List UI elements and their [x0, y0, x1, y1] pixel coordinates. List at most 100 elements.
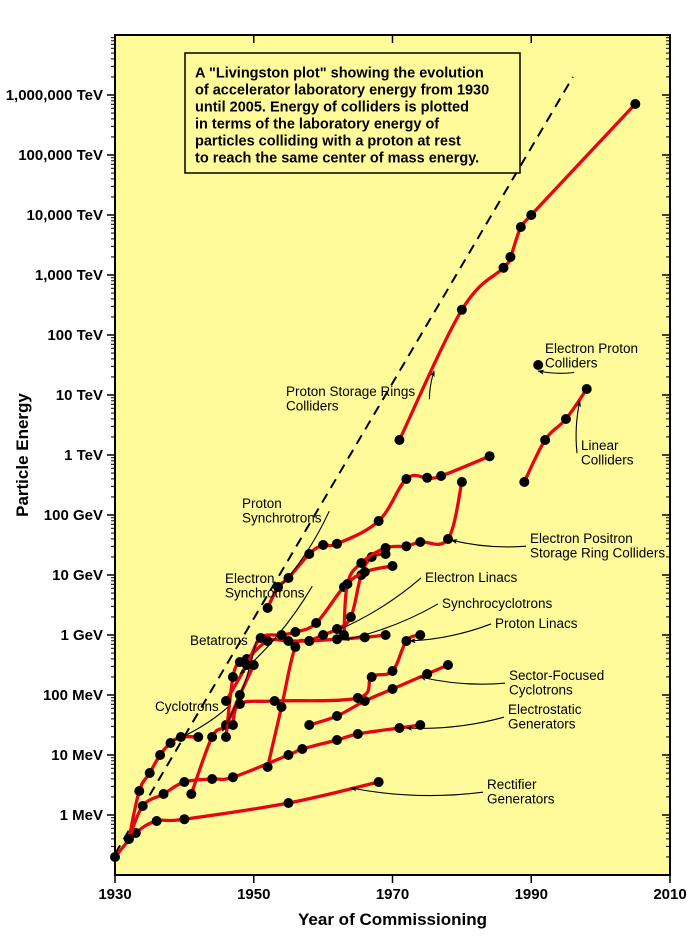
y-tick-label: 100 GeV: [44, 507, 103, 524]
data-point: [485, 451, 495, 461]
data-point: [159, 789, 169, 799]
data-point: [228, 720, 238, 730]
data-point: [499, 263, 509, 273]
data-point: [110, 852, 120, 862]
x-tick-label: 1950: [237, 886, 270, 903]
x-tick-label: 1970: [376, 886, 409, 903]
data-point: [283, 798, 293, 808]
data-point: [318, 540, 328, 550]
data-point: [526, 210, 536, 220]
x-tick-label: 1930: [98, 886, 131, 903]
data-point: [332, 539, 342, 549]
data-point: [360, 567, 370, 577]
data-point: [145, 768, 155, 778]
data-point: [519, 477, 529, 487]
data-point: [166, 738, 176, 748]
y-tick-label: 1 TeV: [64, 447, 103, 464]
data-point: [134, 786, 144, 796]
data-point: [443, 660, 453, 670]
data-point: [179, 777, 189, 787]
annotation-label: Electron Linacs: [425, 570, 518, 585]
y-tick-label: 1,000,000 TeV: [6, 87, 103, 104]
data-point: [374, 777, 384, 787]
data-point: [207, 732, 217, 742]
data-point: [221, 732, 231, 742]
annotation-label: Cyclotrons: [155, 699, 219, 714]
data-point: [332, 711, 342, 721]
data-point: [388, 561, 398, 571]
data-point: [443, 534, 453, 544]
data-point: [304, 720, 314, 730]
data-point: [401, 474, 411, 484]
data-point: [353, 693, 363, 703]
data-point: [374, 516, 384, 526]
x-tick-label: 2010: [653, 886, 686, 903]
data-point: [353, 729, 363, 739]
data-point: [277, 702, 287, 712]
y-tick-label: 1 GeV: [60, 627, 103, 644]
data-point: [401, 541, 411, 551]
data-point: [346, 612, 356, 622]
data-point: [263, 603, 273, 613]
data-point: [263, 762, 273, 772]
annotation-label: ElectrostaticGenerators: [508, 702, 582, 732]
data-point: [311, 618, 321, 628]
data-point: [221, 696, 231, 706]
data-point: [155, 750, 165, 760]
data-point: [388, 666, 398, 676]
data-point: [290, 627, 300, 637]
y-tick-label: 10 TeV: [56, 387, 103, 404]
y-tick-label: 100 MeV: [43, 687, 103, 704]
data-point: [457, 305, 467, 315]
y-tick-label: 100,000 TeV: [18, 147, 103, 164]
data-point: [283, 750, 293, 760]
data-point: [186, 789, 196, 799]
data-point: [381, 630, 391, 640]
data-point: [394, 435, 404, 445]
data-point: [415, 630, 425, 640]
data-point: [304, 636, 314, 646]
data-point: [228, 772, 238, 782]
data-point: [290, 642, 300, 652]
y-tick-label: 1 MeV: [60, 807, 103, 824]
data-point: [436, 471, 446, 481]
annotation-label: Betatrons: [190, 633, 248, 648]
chart-svg: 19301950197019902010Year of Commissionin…: [0, 0, 697, 938]
y-tick-label: 100 TeV: [47, 327, 103, 344]
data-point: [297, 744, 307, 754]
annotation-label: Proton Linacs: [495, 616, 578, 631]
data-point: [138, 801, 148, 811]
y-tick-label: 10,000 TeV: [27, 207, 103, 224]
data-point: [505, 252, 515, 262]
y-tick-label: 1,000 TeV: [35, 267, 103, 284]
data-point: [561, 414, 571, 424]
livingston-plot-chart: 19301950197019902010Year of Commissionin…: [0, 0, 697, 938]
x-axis-label: Year of Commissioning: [298, 910, 487, 929]
data-point: [381, 543, 391, 553]
annotation-label: Synchrocyclotrons: [442, 596, 553, 611]
data-point: [422, 473, 432, 483]
data-point: [356, 558, 366, 568]
data-point: [388, 684, 398, 694]
y-tick-label: 10 MeV: [51, 747, 103, 764]
data-point: [367, 672, 377, 682]
data-point: [516, 222, 526, 232]
data-point: [318, 630, 328, 640]
data-point: [124, 834, 134, 844]
data-point: [332, 735, 342, 745]
data-point: [415, 537, 425, 547]
data-point: [540, 435, 550, 445]
data-point: [533, 360, 543, 370]
y-axis-label: Particle Energy: [13, 393, 32, 517]
data-point: [582, 384, 592, 394]
data-point: [457, 477, 467, 487]
data-point: [193, 732, 203, 742]
data-point: [207, 774, 217, 784]
data-point: [630, 99, 640, 109]
y-tick-label: 10 GeV: [52, 567, 103, 584]
data-point: [179, 814, 189, 824]
data-point: [342, 579, 352, 589]
data-point: [152, 816, 162, 826]
data-point: [394, 723, 404, 733]
data-point: [256, 633, 266, 643]
